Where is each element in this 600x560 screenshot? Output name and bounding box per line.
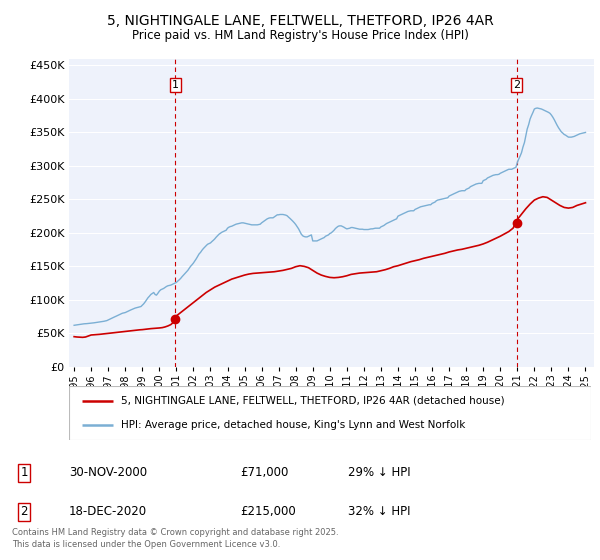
Text: 1: 1 xyxy=(172,80,179,90)
Text: Contains HM Land Registry data © Crown copyright and database right 2025.
This d: Contains HM Land Registry data © Crown c… xyxy=(12,528,338,549)
Text: 2: 2 xyxy=(513,80,520,90)
Text: 2: 2 xyxy=(20,506,28,519)
Text: HPI: Average price, detached house, King's Lynn and West Norfolk: HPI: Average price, detached house, King… xyxy=(121,420,466,430)
Text: £71,000: £71,000 xyxy=(240,466,289,479)
Text: £215,000: £215,000 xyxy=(240,506,296,519)
Text: 1: 1 xyxy=(20,466,28,479)
Text: 32% ↓ HPI: 32% ↓ HPI xyxy=(348,506,410,519)
Text: 5, NIGHTINGALE LANE, FELTWELL, THETFORD, IP26 4AR (detached house): 5, NIGHTINGALE LANE, FELTWELL, THETFORD,… xyxy=(121,396,505,406)
FancyBboxPatch shape xyxy=(69,386,591,440)
Text: 30-NOV-2000: 30-NOV-2000 xyxy=(69,466,147,479)
Text: 18-DEC-2020: 18-DEC-2020 xyxy=(69,506,147,519)
Text: 29% ↓ HPI: 29% ↓ HPI xyxy=(348,466,410,479)
Text: 5, NIGHTINGALE LANE, FELTWELL, THETFORD, IP26 4AR: 5, NIGHTINGALE LANE, FELTWELL, THETFORD,… xyxy=(107,14,493,28)
Text: Price paid vs. HM Land Registry's House Price Index (HPI): Price paid vs. HM Land Registry's House … xyxy=(131,29,469,42)
